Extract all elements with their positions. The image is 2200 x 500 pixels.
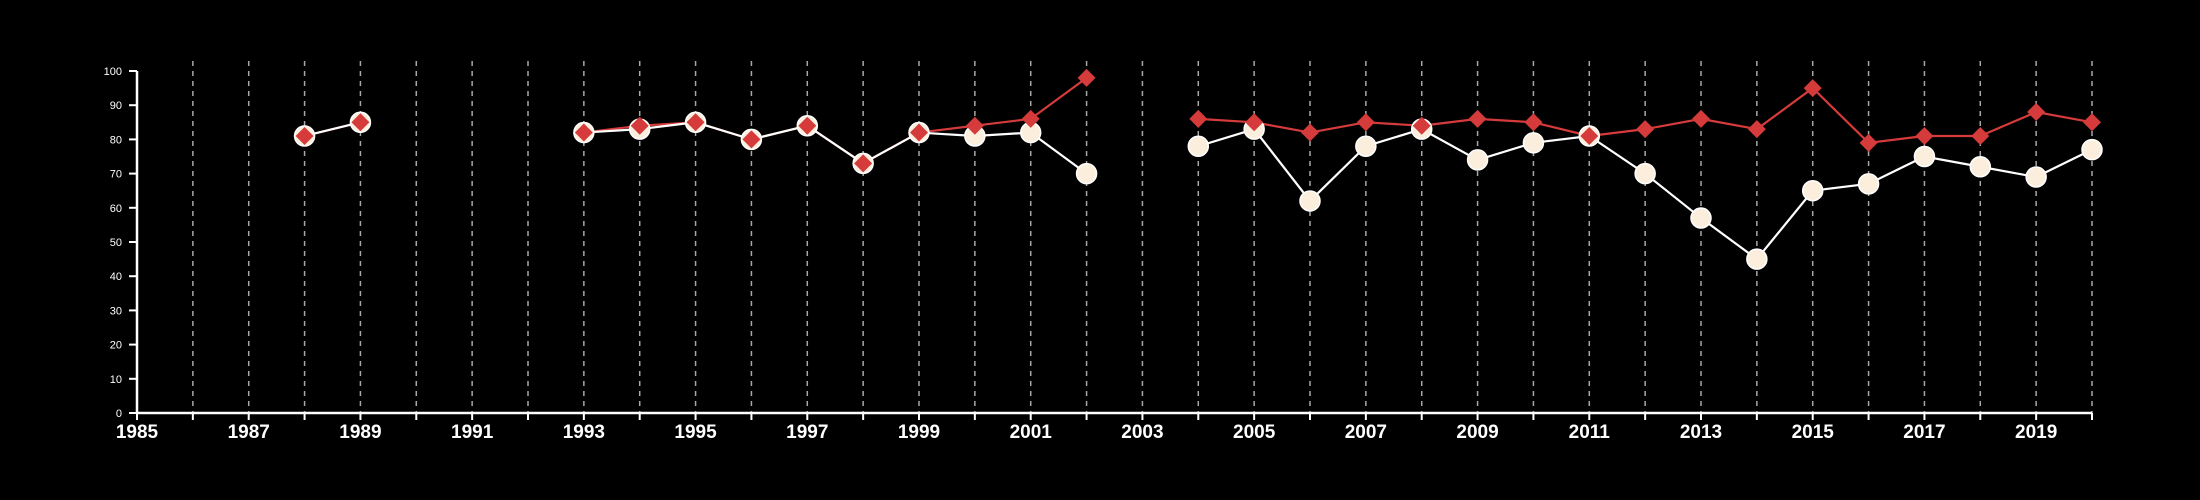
- data-point-diamond: [1412, 116, 1431, 135]
- x-tick-label: 2013: [1680, 422, 1722, 443]
- x-tick-label: 2007: [1345, 422, 1387, 443]
- data-point-circle: [1913, 145, 1936, 168]
- x-tick-label: 2011: [1569, 422, 1611, 443]
- series-line-red: [583, 76, 1088, 165]
- data-point-circle: [2025, 166, 2047, 188]
- y-tick-label: 40: [110, 271, 122, 283]
- x-tick-label: 2019: [2015, 422, 2057, 443]
- x-tick-label: 2001: [1010, 422, 1053, 443]
- data-point-circle: [1857, 173, 1880, 195]
- x-tick-label: 1991: [451, 422, 494, 443]
- x-tick-label: 1989: [339, 422, 381, 443]
- x-tick-label: 2005: [1233, 422, 1276, 443]
- y-axis-ticks: 0 10 20 30 40 50 60 70 80 90 100: [104, 66, 137, 420]
- y-tick-label: 50: [110, 237, 122, 249]
- axes: [135, 71, 2092, 415]
- data-point-diamond: [854, 154, 873, 173]
- data-point-diamond: [1245, 113, 1264, 132]
- data-point-diamond: [1971, 126, 1990, 145]
- data-point-circle: [2081, 138, 2103, 161]
- data-point-circle: [1690, 207, 1712, 229]
- data-point-diamond: [2027, 103, 2046, 122]
- data-point-circle: [1299, 190, 1321, 212]
- data-point-diamond: [1803, 79, 1822, 98]
- data-point-diamond: [686, 113, 705, 132]
- data-point-diamond: [742, 130, 761, 149]
- x-tick-label: 2009: [1456, 422, 1498, 443]
- x-tick-label: 1995: [674, 422, 717, 443]
- y-tick-label: 90: [110, 100, 122, 112]
- data-point-diamond: [1301, 123, 1319, 142]
- data-point-diamond: [630, 116, 649, 135]
- data-point-circle: [1522, 132, 1545, 154]
- data-point-circle: [1355, 135, 1377, 157]
- x-tick-label: 1985: [116, 422, 159, 443]
- y-tick-label: 20: [110, 340, 122, 352]
- data-point-diamond: [798, 116, 817, 135]
- data-point-circle: [1969, 156, 1992, 178]
- data-point-circle: [1187, 135, 1210, 157]
- data-point-diamond: [1915, 126, 1934, 145]
- y-tick-label: 30: [110, 305, 122, 317]
- data-point-diamond: [1468, 109, 1487, 128]
- x-tick-label: 1987: [228, 422, 270, 443]
- x-tick-label: 2015: [1792, 422, 1835, 443]
- data-point-diamond: [1189, 109, 1208, 128]
- data-point-diamond: [2083, 113, 2101, 132]
- data-point-diamond: [1692, 109, 1710, 128]
- data-point-diamond: [295, 126, 314, 145]
- data-point-circle: [1746, 248, 1768, 270]
- y-tick-label: 80: [110, 134, 122, 146]
- y-tick-label: 10: [110, 374, 122, 386]
- data-point-diamond: [1580, 126, 1599, 145]
- data-point-circle: [1801, 179, 1824, 202]
- data-point-diamond: [1524, 113, 1543, 132]
- data-point-diamond: [574, 123, 593, 142]
- data-point-circle: [1466, 149, 1489, 171]
- y-tick-label: 60: [110, 203, 122, 215]
- gridlines: [192, 61, 2093, 413]
- data-point-diamond: [965, 116, 984, 135]
- data-point-diamond: [351, 113, 370, 132]
- x-tick-label: 1999: [898, 422, 940, 443]
- x-axis-ticks: 1985 1987 1989 1991 1993 1995 1997 1999 2001 2003…: [116, 413, 2093, 443]
- y-tick-label: 0: [116, 408, 122, 420]
- data-point-diamond: [1077, 68, 1096, 87]
- series-markers: [293, 68, 2103, 270]
- data-point-circle: [1634, 162, 1656, 185]
- data-point-diamond: [910, 123, 928, 142]
- data-point-diamond: [1747, 120, 1766, 139]
- data-point-diamond: [1356, 113, 1375, 132]
- x-tick-label: 2003: [1121, 422, 1163, 443]
- data-point-circle: [1075, 162, 1098, 185]
- x-tick-label: 2017: [1903, 422, 1945, 443]
- y-tick-label: 70: [110, 169, 122, 181]
- series-line-cream: [583, 121, 1088, 175]
- x-tick-label: 1997: [786, 422, 828, 443]
- data-point-diamond: [1636, 120, 1655, 139]
- y-tick-label: 100: [104, 66, 122, 78]
- data-point-diamond: [1021, 109, 1040, 128]
- data-point-diamond: [1859, 133, 1878, 152]
- x-tick-label: 1993: [563, 422, 605, 443]
